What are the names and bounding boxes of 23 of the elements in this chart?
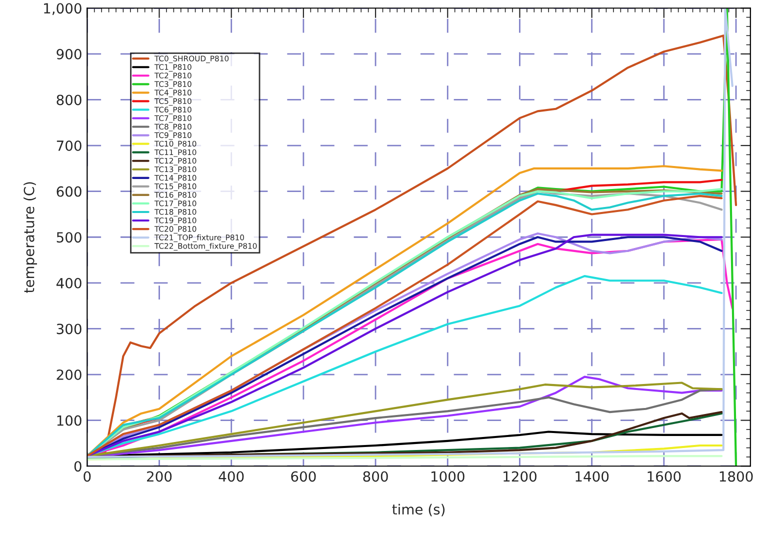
y-tick-label: 500	[56, 232, 82, 243]
x-tick-label: 400	[218, 471, 244, 482]
y-tick-label: 900	[56, 48, 82, 60]
x-tick-label: 800	[363, 471, 388, 482]
y-tick-label: 400	[56, 278, 82, 288]
x-tick-label: 600	[291, 471, 316, 482]
y-tick-label: 800	[56, 94, 82, 106]
x-tick-label: 1800	[720, 471, 753, 482]
y-tick-label: 100	[57, 415, 82, 426]
y-tick-label: 600	[56, 186, 82, 197]
y-tick-label: 300	[56, 324, 82, 334]
x-tick-label: 1200	[504, 471, 536, 482]
y-axis-title: temperature (C)	[24, 182, 37, 293]
y-tick-label: 200	[56, 369, 82, 380]
x-tick-label: 1400	[576, 471, 609, 482]
y-tick-label: 1,000	[44, 3, 82, 16]
x-tick-label: 200	[147, 471, 172, 482]
x-tick-label: 0	[84, 471, 91, 482]
y-tick-label: 700	[56, 140, 82, 151]
x-tick-label: 1600	[648, 471, 681, 482]
y-tick-label: 0	[74, 461, 82, 472]
x-axis-title: time (s)	[392, 504, 445, 516]
x-tick-label: 1000	[431, 471, 464, 482]
